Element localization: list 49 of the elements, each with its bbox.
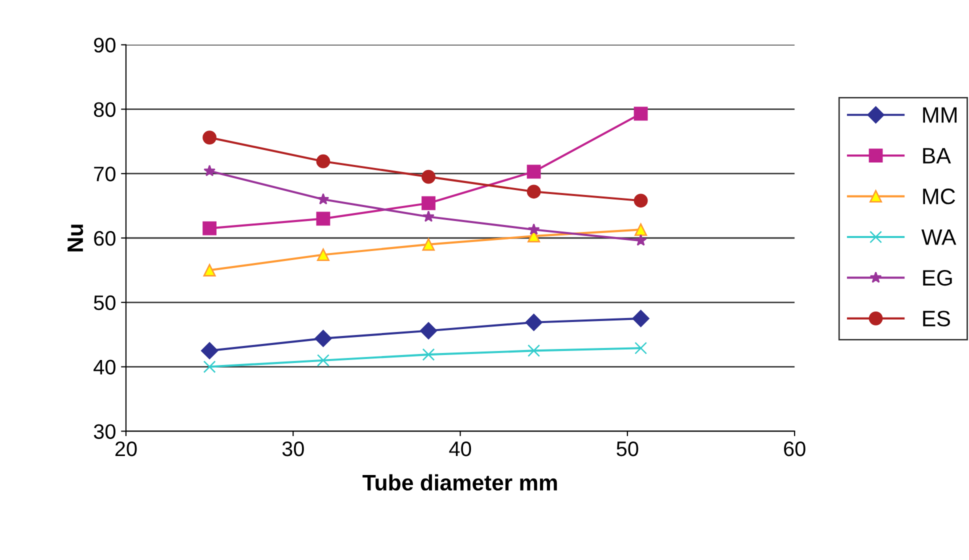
legend-label: WA bbox=[921, 229, 956, 245]
legend-label: ES bbox=[923, 310, 950, 326]
point bbox=[422, 210, 434, 222]
point bbox=[422, 196, 436, 210]
y-tick-label: 70 bbox=[94, 166, 116, 182]
point bbox=[203, 360, 216, 374]
point bbox=[203, 264, 216, 276]
y-tick-label: 40 bbox=[94, 360, 116, 375]
point bbox=[422, 238, 435, 251]
point bbox=[528, 223, 540, 235]
point bbox=[525, 314, 542, 331]
point bbox=[420, 322, 438, 340]
point bbox=[528, 344, 540, 357]
x-tick-label: 20 bbox=[115, 441, 137, 456]
point bbox=[316, 248, 330, 261]
y-tick-label: 50 bbox=[94, 295, 116, 310]
point bbox=[314, 330, 332, 348]
legend-label: MC bbox=[923, 188, 956, 204]
point bbox=[317, 193, 330, 205]
legend-label: BA bbox=[923, 148, 951, 164]
y-tick-label: 80 bbox=[94, 102, 116, 117]
y-tick-label: 90 bbox=[94, 38, 116, 53]
x-tick-label: 40 bbox=[449, 441, 472, 456]
y-axis-title: Nu bbox=[68, 224, 84, 252]
point bbox=[202, 130, 216, 144]
point bbox=[634, 223, 648, 236]
point bbox=[526, 184, 541, 199]
point bbox=[422, 348, 435, 361]
legend-label: MM bbox=[923, 107, 957, 123]
x-axis-title: Tube diameter mm bbox=[362, 474, 557, 491]
point bbox=[316, 154, 330, 168]
y-tick-label: 60 bbox=[94, 231, 116, 246]
point bbox=[634, 106, 648, 121]
point bbox=[634, 342, 648, 354]
point bbox=[634, 194, 648, 208]
point bbox=[200, 342, 218, 360]
x-tick-label: 50 bbox=[616, 441, 638, 456]
x-tick-label: 60 bbox=[784, 441, 806, 456]
point bbox=[526, 164, 541, 179]
point bbox=[204, 164, 216, 176]
point bbox=[632, 310, 650, 328]
legend-label: EG bbox=[923, 270, 952, 286]
point bbox=[316, 212, 330, 226]
point bbox=[316, 354, 330, 367]
point bbox=[634, 234, 647, 246]
point bbox=[202, 221, 216, 236]
x-tick-label: 30 bbox=[282, 441, 304, 456]
point bbox=[422, 170, 436, 184]
y-tick-label: 30 bbox=[94, 424, 116, 439]
